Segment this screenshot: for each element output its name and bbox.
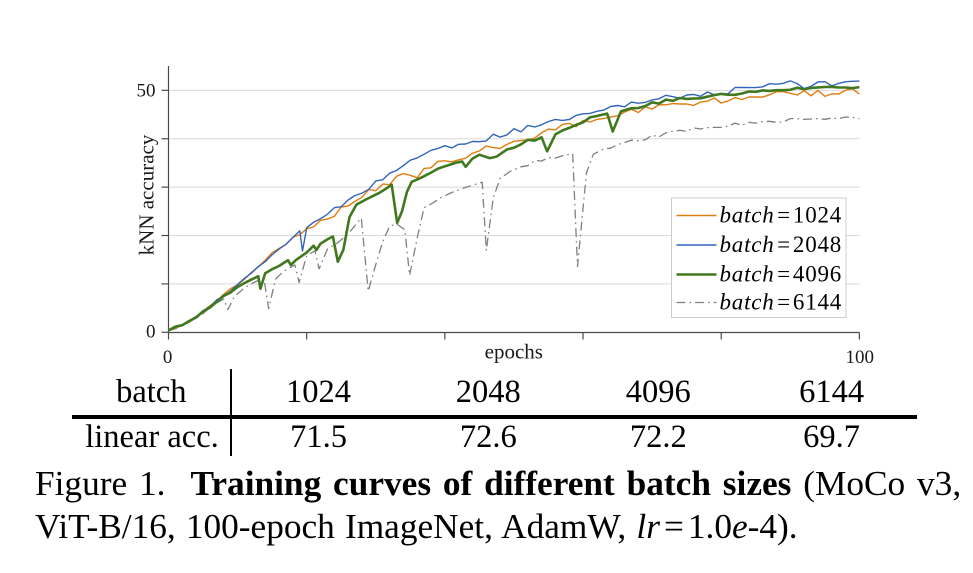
svg-text:100: 100: [845, 347, 874, 368]
svg-text:0: 0: [146, 321, 156, 342]
svg-text:kNN accuracy: kNN accuracy: [135, 134, 159, 255]
svg-text:0: 0: [163, 347, 173, 368]
svg-text:50: 50: [137, 81, 156, 102]
svg-text:batch=4096: batch =4096: [720, 262, 843, 287]
svg-text:epochs: epochs: [485, 340, 543, 364]
svg-text:batch=2048: batch =2048: [720, 232, 843, 257]
svg-text:batch=6144: batch =6144: [720, 290, 843, 315]
svg-text:batch=1024: batch =1024: [720, 203, 843, 228]
